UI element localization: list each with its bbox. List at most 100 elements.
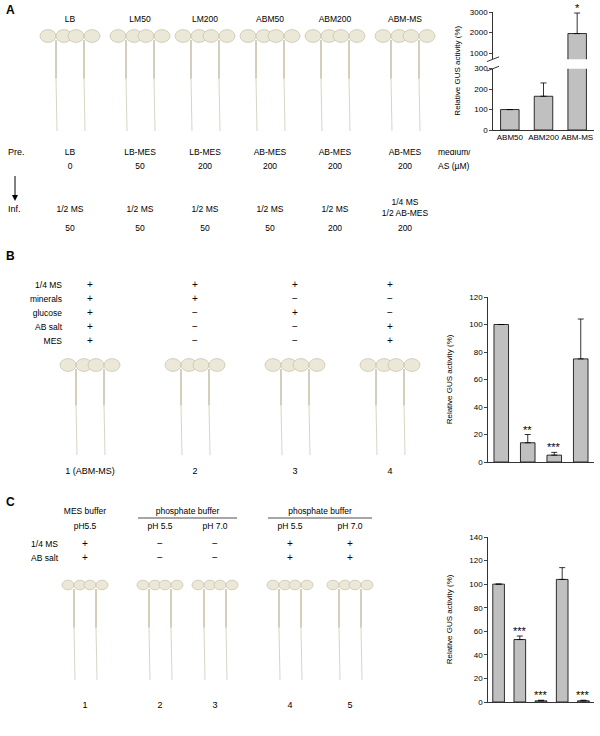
svg-text:−: − bbox=[157, 538, 163, 549]
svg-text:LB: LB bbox=[65, 14, 76, 24]
svg-text:phosphate buffer: phosphate buffer bbox=[288, 506, 352, 516]
svg-text:ABM-MS: ABM-MS bbox=[561, 133, 593, 142]
svg-text:***: *** bbox=[513, 625, 527, 637]
svg-text:1/2 MS: 1/2 MS bbox=[322, 204, 349, 214]
svg-text:ABM200: ABM200 bbox=[528, 133, 559, 142]
svg-text:200: 200 bbox=[474, 85, 488, 94]
svg-text:1/2 MS: 1/2 MS bbox=[57, 204, 84, 214]
svg-text:−: − bbox=[192, 335, 198, 346]
svg-text:**: ** bbox=[523, 424, 532, 436]
svg-text:3000: 3000 bbox=[470, 8, 488, 17]
svg-text:+: + bbox=[287, 538, 293, 549]
svg-text:80: 80 bbox=[474, 348, 483, 357]
svg-text:+: + bbox=[192, 293, 198, 304]
svg-text:+: + bbox=[82, 552, 88, 563]
svg-text:−: − bbox=[387, 307, 393, 318]
svg-text:300: 300 bbox=[474, 64, 488, 73]
svg-text:ABM50: ABM50 bbox=[256, 14, 284, 24]
svg-text:Relative GUS activity (%): Relative GUS activity (%) bbox=[453, 26, 462, 116]
svg-text:40: 40 bbox=[474, 651, 483, 660]
svg-text:20: 20 bbox=[474, 674, 483, 683]
svg-text:60: 60 bbox=[474, 375, 483, 384]
svg-text:200: 200 bbox=[263, 161, 277, 171]
svg-text:2: 2 bbox=[192, 466, 197, 476]
svg-text:LB-MES: LB-MES bbox=[124, 147, 156, 157]
svg-text:Inf.: Inf. bbox=[8, 204, 21, 214]
svg-text:1/2 MS: 1/2 MS bbox=[192, 204, 219, 214]
svg-text:1/4 MS: 1/4 MS bbox=[392, 197, 419, 207]
svg-text:2000: 2000 bbox=[470, 28, 488, 37]
svg-text:MES: MES bbox=[44, 336, 63, 346]
svg-text:AB-MES: AB-MES bbox=[254, 147, 287, 157]
svg-text:+: + bbox=[287, 552, 293, 563]
svg-text:3: 3 bbox=[212, 700, 217, 710]
svg-text:MES buffer: MES buffer bbox=[64, 506, 107, 516]
svg-text:minerals: minerals bbox=[30, 294, 62, 304]
svg-text:B: B bbox=[6, 249, 15, 263]
svg-text:1/2 AB-MES: 1/2 AB-MES bbox=[382, 208, 429, 218]
svg-text:1/2 MS: 1/2 MS bbox=[127, 204, 154, 214]
svg-text:+: + bbox=[87, 293, 93, 304]
svg-text:50: 50 bbox=[200, 223, 210, 233]
svg-text:60: 60 bbox=[474, 627, 483, 636]
svg-text:AB-MES: AB-MES bbox=[389, 147, 422, 157]
svg-text:0: 0 bbox=[478, 458, 483, 467]
svg-text:+: + bbox=[387, 335, 393, 346]
svg-text:pH5.5: pH5.5 bbox=[74, 521, 97, 531]
svg-text:phosphate buffer: phosphate buffer bbox=[156, 506, 220, 516]
svg-text:−: − bbox=[212, 538, 218, 549]
svg-text:80: 80 bbox=[474, 604, 483, 613]
svg-text:glucose: glucose bbox=[33, 308, 63, 318]
svg-text:200: 200 bbox=[328, 161, 342, 171]
svg-text:+: + bbox=[347, 552, 353, 563]
svg-text:−: − bbox=[292, 293, 298, 304]
svg-text:LB: LB bbox=[65, 147, 76, 157]
svg-text:+: + bbox=[87, 279, 93, 290]
svg-text:+: + bbox=[387, 321, 393, 332]
svg-text:1/4 MS: 1/4 MS bbox=[31, 539, 58, 549]
svg-text:50: 50 bbox=[135, 223, 145, 233]
svg-text:100: 100 bbox=[474, 105, 488, 114]
svg-text:50: 50 bbox=[265, 223, 275, 233]
svg-text:40: 40 bbox=[474, 403, 483, 412]
svg-text:AB salt: AB salt bbox=[31, 553, 59, 563]
svg-text:0: 0 bbox=[483, 126, 488, 135]
svg-text:3: 3 bbox=[292, 466, 297, 476]
svg-text:Relative GUS activity (%): Relative GUS activity (%) bbox=[445, 574, 454, 664]
svg-text:140: 140 bbox=[469, 533, 483, 542]
svg-text:ABM50: ABM50 bbox=[497, 133, 524, 142]
svg-text:5: 5 bbox=[347, 700, 352, 710]
svg-text:−: − bbox=[192, 307, 198, 318]
svg-text:ABM200: ABM200 bbox=[319, 14, 352, 24]
svg-text:−: − bbox=[387, 293, 393, 304]
svg-text:1000: 1000 bbox=[470, 49, 488, 58]
svg-text:+: + bbox=[292, 307, 298, 318]
svg-text:Pre.: Pre. bbox=[8, 147, 25, 157]
svg-text:AS (µM): AS (µM) bbox=[438, 161, 470, 171]
svg-text:−: − bbox=[212, 552, 218, 563]
svg-text:pH 5.5: pH 5.5 bbox=[277, 521, 302, 531]
svg-text:pH 7.0: pH 7.0 bbox=[202, 521, 227, 531]
svg-text:100: 100 bbox=[469, 320, 483, 329]
svg-text:+: + bbox=[192, 279, 198, 290]
svg-text:ABM-MS: ABM-MS bbox=[388, 14, 422, 24]
svg-text:0: 0 bbox=[478, 698, 483, 707]
svg-text:medium/: medium/ bbox=[438, 147, 471, 157]
svg-text:200: 200 bbox=[198, 161, 212, 171]
svg-text:pH 5.5: pH 5.5 bbox=[147, 521, 172, 531]
svg-text:AB salt: AB salt bbox=[35, 322, 63, 332]
svg-text:A: A bbox=[6, 3, 15, 17]
svg-text:LB-MES: LB-MES bbox=[189, 147, 221, 157]
svg-text:1 (ABM-MS): 1 (ABM-MS) bbox=[65, 466, 115, 476]
svg-text:+: + bbox=[82, 538, 88, 549]
svg-text:−: − bbox=[157, 552, 163, 563]
svg-text:+: + bbox=[87, 321, 93, 332]
svg-text:200: 200 bbox=[398, 223, 412, 233]
svg-text:+: + bbox=[87, 335, 93, 346]
svg-text:4: 4 bbox=[287, 700, 292, 710]
svg-text:20: 20 bbox=[474, 430, 483, 439]
svg-text:200: 200 bbox=[398, 161, 412, 171]
svg-text:4: 4 bbox=[387, 466, 392, 476]
svg-text:120: 120 bbox=[469, 293, 483, 302]
svg-text:−: − bbox=[192, 321, 198, 332]
